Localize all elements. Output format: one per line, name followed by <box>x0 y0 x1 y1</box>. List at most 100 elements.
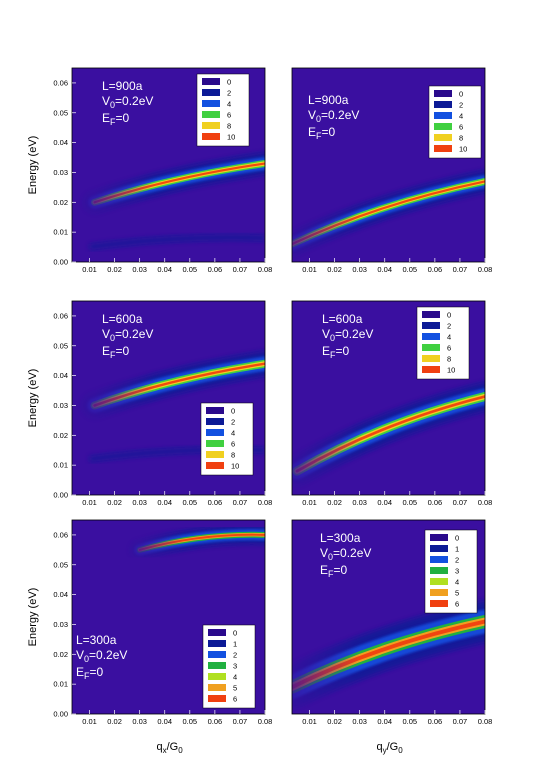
x-tick-label: 0.04 <box>157 498 172 507</box>
svg-text:EF=0: EF=0 <box>322 344 350 360</box>
panel-p2: 0.01 0.02 0.03 0.04 0.05 0.06 0.07 0.08 L=900aV0… <box>291 67 493 274</box>
faint-band <box>89 234 265 251</box>
x-tick-label: 0.07 <box>453 265 468 274</box>
x-tick-label: 0.05 <box>403 717 418 726</box>
x-tick-label: 0.07 <box>233 498 248 507</box>
legend-swatch <box>202 111 220 118</box>
y-axis-label: Energy (eV) <box>27 369 39 428</box>
svg-text:L=900a: L=900a <box>308 93 349 107</box>
legend-label: 0 <box>459 90 463 99</box>
panel-p4: 0.01 0.02 0.03 0.04 0.05 0.06 0.07 0.08 L=600aV0… <box>291 300 492 507</box>
y-tick-label: 0.00 <box>53 710 68 719</box>
x-tick-label: 0.06 <box>208 717 223 726</box>
legend-swatch <box>202 100 220 107</box>
y-axis-label: Energy (eV) <box>27 588 39 647</box>
legend-label: 2 <box>447 322 451 331</box>
spectral-band <box>292 382 485 486</box>
y-tick-label: 0.00 <box>53 491 68 500</box>
legend-swatch <box>208 651 226 658</box>
y-tick-label: 0.03 <box>53 401 68 410</box>
x-tick-label: 0.06 <box>208 265 223 274</box>
legend-label: 2 <box>455 556 459 565</box>
legend-label: 0 <box>227 78 231 87</box>
x-tick-label: 0.02 <box>327 265 342 274</box>
x-tick-label: 0.03 <box>352 717 367 726</box>
x-tick-label: 0.03 <box>132 498 147 507</box>
legend-swatch <box>202 89 220 96</box>
x-tick-label: 0.06 <box>428 717 443 726</box>
legend-swatch <box>422 333 440 340</box>
x-tick-label: 0.08 <box>478 717 493 726</box>
legend: 0 1 2 3 4 5 6 <box>202 624 256 709</box>
x-tick-label: 0.03 <box>352 265 367 274</box>
x-tick-label: 0.04 <box>157 265 172 274</box>
legend-label: 10 <box>447 366 455 375</box>
svg-text:L=900a: L=900a <box>102 79 143 93</box>
svg-text:V0=0.2eV: V0=0.2eV <box>322 327 373 343</box>
legend-label: 2 <box>231 418 235 427</box>
legend-label: 8 <box>227 122 231 131</box>
svg-text:V0=0.2eV: V0=0.2eV <box>320 546 371 562</box>
x-tick-label: 0.08 <box>258 717 273 726</box>
x-tick-label: 0.02 <box>327 717 342 726</box>
legend-swatch <box>206 440 224 447</box>
legend-swatch <box>206 451 224 458</box>
plot-frame <box>71 67 266 263</box>
x-tick-label: 0.01 <box>82 498 97 507</box>
legend-label: 6 <box>233 695 237 704</box>
legend: 0 2 4 6 8 10 <box>416 306 470 380</box>
legend-label: 5 <box>233 684 237 693</box>
legend-swatch <box>434 101 452 108</box>
svg-text:V0=0.2eV: V0=0.2eV <box>102 94 153 110</box>
svg-text:L=600a: L=600a <box>102 312 143 326</box>
legend-swatch <box>206 462 224 469</box>
legend-swatch <box>208 695 226 702</box>
panel-p6: 0.01 0.02 0.03 0.04 0.05 0.06 0.07 0.08 qy/G0 L=3… <box>291 519 493 755</box>
spectral-band <box>292 170 485 256</box>
legend-swatch <box>208 662 226 669</box>
x-tick-label: 0.05 <box>183 265 198 274</box>
legend-label: 8 <box>459 134 463 143</box>
plot-frame <box>291 519 486 715</box>
x-tick-label: 0.07 <box>233 717 248 726</box>
legend-swatch <box>206 418 224 425</box>
legend-label: 4 <box>231 429 235 438</box>
legend-swatch <box>434 90 452 97</box>
legend-swatch <box>202 78 220 85</box>
x-tick-label: 0.03 <box>352 498 367 507</box>
x-tick-label: 0.05 <box>183 498 198 507</box>
x-tick-label: 0.08 <box>478 265 493 274</box>
x-tick-label: 0.03 <box>132 265 147 274</box>
svg-text:L=300a: L=300a <box>320 531 361 545</box>
legend-label: 3 <box>455 567 459 576</box>
legend-label: 0 <box>231 407 235 416</box>
svg-text:EF=0: EF=0 <box>320 563 348 579</box>
x-tick-label: 0.06 <box>428 265 443 274</box>
y-tick-label: 0.04 <box>53 138 68 147</box>
legend-swatch <box>430 567 448 574</box>
y-tick-label: 0.06 <box>53 78 68 87</box>
plot-frame <box>71 519 266 715</box>
legend-label: 6 <box>231 440 235 449</box>
x-tick-label: 0.06 <box>428 498 443 507</box>
legend-label: 2 <box>459 101 463 110</box>
legend-swatch <box>422 366 440 373</box>
legend-swatch <box>430 589 448 596</box>
legend-label: 8 <box>447 355 451 364</box>
svg-text:EF=0: EF=0 <box>308 125 336 141</box>
legend-label: 0 <box>455 534 459 543</box>
plot-frame <box>291 300 486 496</box>
x-tick-label: 0.07 <box>453 498 468 507</box>
svg-text:L=300a: L=300a <box>76 633 117 647</box>
x-tick-label: 0.02 <box>107 265 122 274</box>
legend-swatch <box>430 600 448 607</box>
legend-swatch <box>434 134 452 141</box>
legend-swatch <box>202 122 220 129</box>
legend-label: 0 <box>233 629 237 638</box>
legend: 0 2 4 6 8 10 <box>200 402 254 476</box>
x-tick-label: 0.02 <box>107 717 122 726</box>
x-tick-label: 0.07 <box>233 265 248 274</box>
legend-label: 2 <box>233 651 237 660</box>
y-tick-label: 0.01 <box>53 680 68 689</box>
